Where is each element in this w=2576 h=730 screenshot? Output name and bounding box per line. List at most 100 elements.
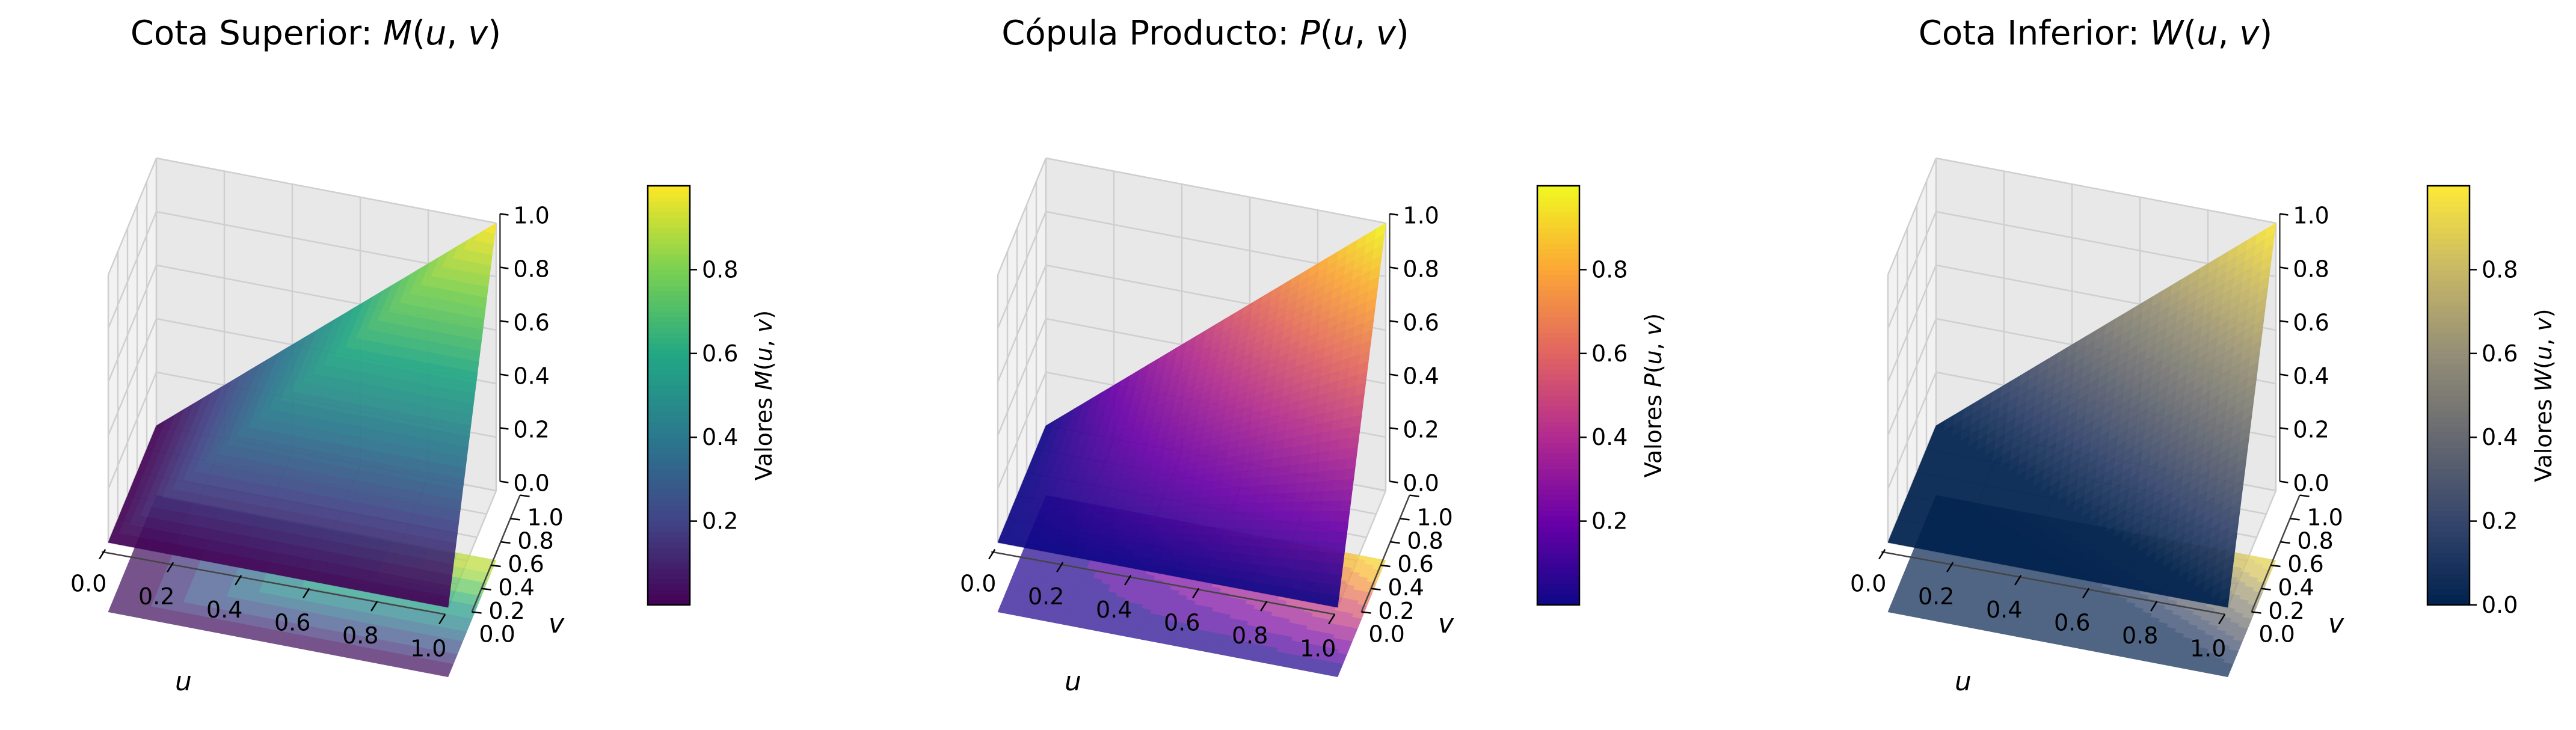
- surface-cell: [364, 340, 375, 353]
- surface-cell: [331, 366, 343, 380]
- surface-cell: [402, 577, 414, 590]
- surface-cell: [419, 438, 431, 451]
- surface-cell: [432, 408, 444, 421]
- surface-cell: [352, 359, 363, 373]
- surface-cell: [1102, 512, 1114, 519]
- colorbar-segment: [648, 474, 690, 480]
- surface-cell: [449, 432, 461, 446]
- surface-cell: [423, 559, 435, 572]
- surface-cell: [469, 272, 481, 286]
- surface-cell: [236, 512, 248, 526]
- surface-cell: [354, 338, 366, 351]
- surface-cell: [395, 324, 407, 337]
- surface-cell: [391, 509, 402, 523]
- surface-cell: [460, 423, 472, 437]
- surface-cell: [274, 443, 285, 456]
- surface-cell: [247, 426, 258, 440]
- colorbar-segment: [648, 547, 690, 553]
- surface-cell: [431, 342, 443, 355]
- surface-cell: [263, 528, 275, 542]
- surface-cell: [426, 538, 438, 551]
- surface-cell: [299, 470, 311, 483]
- surface-cell: [1030, 505, 1041, 510]
- surface-cell: [1183, 483, 1195, 492]
- surface-cell: [336, 564, 348, 577]
- surface-cell: [1171, 498, 1183, 506]
- surface-cell: [465, 304, 476, 318]
- surface-cell: [411, 349, 423, 362]
- surface-cell: [253, 450, 265, 463]
- surface-cell: [429, 276, 441, 289]
- colorbar-segment: [648, 311, 690, 317]
- surface-cell: [373, 494, 385, 508]
- surface-cell: [384, 333, 396, 346]
- surface-cell: [447, 290, 459, 304]
- z-tick: [500, 266, 509, 269]
- surface-cell: [330, 453, 342, 467]
- colorbar-segment: [648, 422, 690, 428]
- surface-cell: [327, 398, 339, 412]
- surface-cell: [430, 429, 441, 443]
- surface-cell: [379, 452, 390, 465]
- surface-cell: [214, 453, 226, 467]
- surface-cell: [343, 500, 355, 514]
- surface-cell: [482, 242, 494, 256]
- surface-cell: [464, 315, 475, 328]
- surface-cell: [361, 438, 373, 451]
- z-tick: [500, 320, 509, 323]
- surface-cell: [1094, 507, 1106, 514]
- surface-cell: [386, 399, 397, 412]
- surface-cell: [257, 494, 269, 508]
- surface-cell: [411, 425, 423, 439]
- surface-cell: [456, 369, 469, 382]
- surface-cell: [331, 520, 343, 533]
- surface-cell: [302, 448, 313, 462]
- surface-cell: [1110, 518, 1122, 524]
- surface-cell: [1114, 501, 1127, 508]
- surface-cell: [197, 515, 209, 529]
- surface-cell: [349, 381, 361, 394]
- surface-cell: [431, 418, 443, 432]
- colorbar-segment: [648, 515, 690, 522]
- surface-cell: [1124, 500, 1136, 508]
- surface-cell: [233, 457, 245, 470]
- text-part: (: [751, 361, 777, 370]
- surface-cell: [353, 578, 365, 592]
- surface-cell: [321, 452, 333, 465]
- surface-cell: [365, 405, 377, 419]
- z-tick-label: 0.4: [513, 363, 549, 389]
- z-tick-label: 0.2: [513, 416, 549, 443]
- surface-cell: [1113, 506, 1125, 513]
- surface-cell: [358, 459, 370, 473]
- surface-cell: [148, 517, 160, 530]
- surface-cell: [1145, 486, 1157, 494]
- surface-cell: [386, 322, 397, 336]
- surface-cell: [1195, 467, 1207, 477]
- surface-cell: [192, 547, 204, 561]
- grid-line: [107, 211, 158, 329]
- surface-cell: [1137, 481, 1149, 489]
- surface-cell: [387, 388, 399, 401]
- surface-cell: [416, 382, 428, 396]
- surface-cell: [446, 301, 458, 314]
- surface-cell: [1085, 507, 1096, 514]
- surface-cell: [161, 497, 172, 511]
- colorbar-segment: [648, 217, 690, 223]
- surface-cell: [395, 553, 407, 567]
- surface-cell: [407, 457, 419, 471]
- surface-cell: [269, 551, 281, 565]
- surface-cell: [1025, 517, 1037, 521]
- surface-cell: [353, 501, 365, 515]
- z-tick-label: 1.0: [513, 202, 549, 229]
- surface-cell: [302, 524, 314, 538]
- u-tick-label: 0.6: [274, 609, 310, 636]
- surface-cell: [391, 432, 402, 446]
- surface-cell: [289, 555, 300, 568]
- surface-cell: [274, 519, 285, 533]
- colorbar-segment: [648, 348, 690, 354]
- z-tick-label: 0.0: [513, 470, 549, 496]
- surface-cell: [369, 373, 381, 387]
- surface-cell: [387, 541, 399, 554]
- surface-cell: [1108, 529, 1120, 536]
- surface-cell: [330, 377, 342, 390]
